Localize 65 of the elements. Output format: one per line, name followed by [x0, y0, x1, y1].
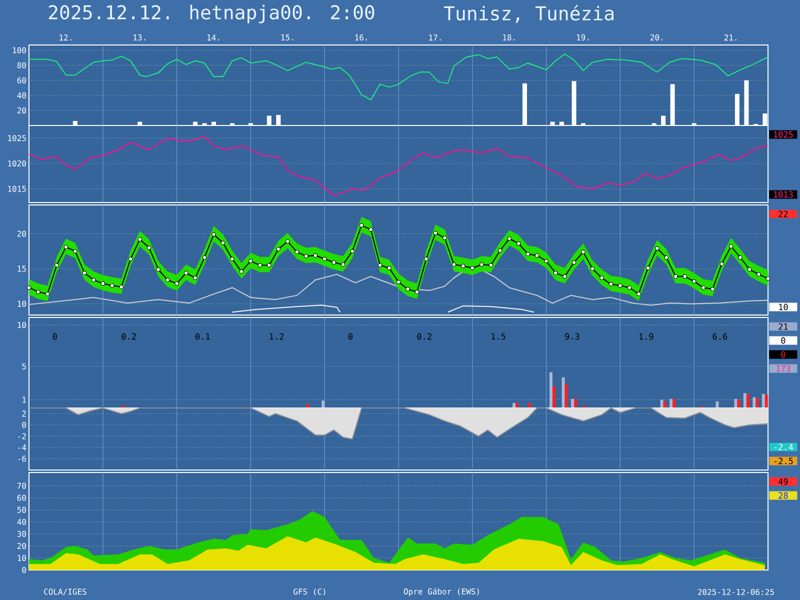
y-tick-label: 15	[18, 266, 26, 272]
x-tick-label: 20.	[650, 34, 662, 40]
y-tick-label: 100	[12, 47, 26, 54]
text: 49	[778, 478, 788, 485]
text: 21	[778, 323, 788, 330]
y-tick-label: 60	[17, 494, 26, 501]
text: -2.5	[774, 458, 793, 464]
x-tick-label: 13.	[134, 34, 146, 40]
y-tick-label: 70	[17, 482, 26, 489]
y-tick-label: 20	[17, 107, 26, 114]
x-tick-label: 17.	[429, 34, 441, 40]
x-tick-label: 16.	[355, 34, 367, 40]
y-tick-label: 40	[17, 92, 26, 98]
annotation: 0	[348, 333, 352, 340]
x-tick-label: 14.	[207, 34, 220, 40]
text: Opre Gábor (EWS)	[404, 588, 479, 596]
x-tick-label: 15.	[281, 34, 293, 40]
y-tick-label: 20	[17, 542, 26, 549]
y-tick-label: 10	[18, 322, 26, 328]
annotation: 1.2	[270, 333, 284, 340]
annotation: 0	[52, 333, 57, 340]
y-tick-label: 30	[17, 530, 26, 537]
text: 10	[779, 304, 788, 310]
y-tick-label: 0	[22, 566, 26, 574]
text: 22	[778, 210, 788, 218]
y-tick-label: 1015	[8, 186, 26, 192]
text: 1025	[774, 131, 793, 138]
annotation: 1.9	[639, 333, 654, 340]
y-tick-label: 5	[22, 364, 26, 370]
y-tick-label: 80	[17, 62, 26, 68]
text: COLA/IGES	[44, 588, 86, 596]
y-tick-label: -6	[18, 456, 26, 462]
y-tick-label: 0	[22, 422, 26, 428]
x-tick-label: 18.	[503, 34, 515, 40]
annotation: 0.1	[196, 333, 210, 340]
chart-subtitle: Tunisz, Tunézia	[444, 5, 614, 23]
y-tick-label: 60	[17, 77, 26, 84]
y-tick-label: 50	[17, 506, 26, 513]
annotation: 6.6	[712, 333, 728, 340]
text: 173	[776, 365, 790, 372]
y-tick-label: 1	[22, 396, 26, 403]
annotation: 0.2	[122, 333, 136, 340]
text: 2025-12-12-06:25	[698, 588, 774, 596]
annotation: 9.3	[565, 333, 580, 340]
y-tick-label: 2	[22, 410, 26, 417]
x-tick-label: 19.	[576, 34, 589, 40]
x-tick-label: 12.	[60, 34, 72, 40]
annotation: 1.5	[492, 333, 506, 340]
chart-title: 2025.12.12. hetnapja00. 2:00	[48, 4, 374, 24]
x-tick-label: 21.	[724, 34, 736, 40]
y-tick-label: -4	[18, 444, 26, 450]
text: -2.4	[774, 444, 794, 450]
annotation: 0.2	[417, 333, 432, 340]
text: GFS (C)	[294, 588, 326, 596]
text: 1013	[774, 191, 793, 198]
y-tick-label: 20	[17, 230, 26, 237]
y-tick-label: 10	[18, 300, 26, 307]
text: 28	[778, 492, 788, 499]
text: 0	[781, 351, 786, 358]
y-tick-label: 1020	[8, 160, 26, 167]
y-tick-label: 40	[17, 518, 26, 525]
y-tick-label: 1025	[8, 135, 26, 142]
y-tick-label: -2	[18, 433, 26, 440]
text: 0	[781, 337, 786, 344]
y-tick-label: 10	[18, 554, 26, 561]
